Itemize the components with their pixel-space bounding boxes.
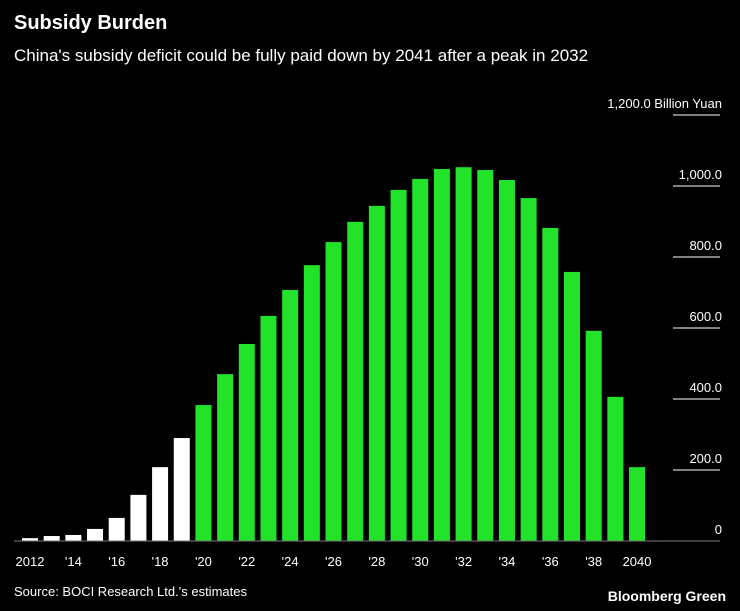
x-tick-label: '38 (585, 554, 602, 569)
bar (390, 189, 407, 541)
y-tick-label: 600.0 (689, 309, 722, 324)
bar (368, 205, 385, 541)
brand: Bloomberg Green (608, 588, 726, 604)
bar (412, 178, 429, 541)
source: Source: BOCI Research Ltd.'s estimates (14, 584, 247, 599)
y-tick-label: 200.0 (689, 451, 722, 466)
x-tick-label: '18 (152, 554, 169, 569)
bar (564, 271, 580, 541)
x-tick-label: 2012 (16, 554, 45, 569)
bar (477, 170, 494, 541)
bar (629, 467, 646, 541)
x-tick-label: '16 (108, 554, 125, 569)
bar (217, 374, 234, 541)
y-tick-label: 800.0 (689, 238, 722, 253)
y-tick-label: 400.0 (689, 380, 722, 395)
bar (433, 168, 450, 541)
y-tick-label: 0 (715, 522, 722, 537)
bar (22, 538, 38, 541)
x-tick-label: '28 (368, 554, 385, 569)
bar (108, 517, 125, 541)
x-tick-label: 2040 (623, 554, 652, 569)
bar (498, 179, 515, 541)
x-tick-label: '30 (412, 554, 429, 569)
bar (43, 536, 60, 541)
bar (455, 167, 472, 541)
x-tick-label: '20 (195, 554, 212, 569)
bar (260, 315, 277, 541)
bar (130, 494, 147, 541)
bar (282, 290, 299, 541)
x-tick-label: '14 (65, 554, 82, 569)
bar (303, 265, 320, 541)
y-tick-label: 1,000.0 (679, 167, 722, 182)
x-tick-label: '24 (282, 554, 299, 569)
bar (520, 198, 537, 541)
x-tick-label: '26 (325, 554, 342, 569)
bar (607, 396, 624, 541)
bar (173, 438, 190, 541)
chart-title: Subsidy Burden (14, 12, 167, 34)
x-tick-label: '34 (498, 554, 515, 569)
bar (238, 343, 255, 541)
bar (325, 242, 342, 541)
bar (347, 221, 364, 542)
bar (87, 528, 104, 541)
y-tick-label: 1,200.0 Billion Yuan (607, 96, 722, 111)
bar (542, 227, 559, 541)
bar (585, 330, 602, 541)
bar (65, 534, 82, 541)
chart-subtitle: China's subsidy deficit could be fully p… (14, 46, 588, 65)
x-tick-label: '36 (542, 554, 559, 569)
x-tick-label: '32 (455, 554, 472, 569)
bar (195, 405, 212, 541)
x-tick-label: '22 (238, 554, 255, 569)
bar (152, 467, 169, 541)
